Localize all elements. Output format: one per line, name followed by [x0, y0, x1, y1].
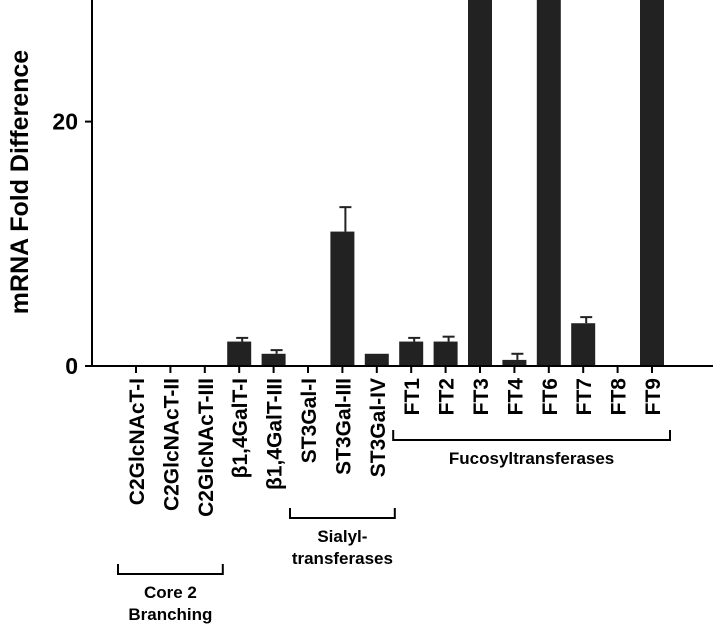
x-tick-label: FT3	[470, 378, 493, 415]
x-tick-label: β1,4GalT-III	[264, 378, 287, 490]
x-tick-label: FT8	[608, 378, 631, 416]
y-axis: 020406080100120140	[52, 0, 93, 379]
x-tick-label: ST3Gal-I	[298, 378, 321, 463]
y-tick-label: 20	[52, 109, 78, 135]
x-tick-label: FT6	[539, 378, 562, 415]
x-tick-label: FT7	[573, 378, 596, 415]
x-tick-label: FT2	[436, 378, 459, 415]
x-tick-label: FT9	[642, 378, 665, 415]
bar-FT3	[468, 0, 492, 366]
x-axis: C2GlcNAcT-I C2GlcNAcT-II C2GlcNAcT-III β1,4…	[92, 365, 713, 517]
x-tick-label: C2GlcNAcT-III	[195, 378, 218, 517]
bar-ST3Gal-III	[330, 231, 355, 366]
group-bracket	[117, 564, 224, 575]
bar-FT4	[502, 359, 527, 366]
group-label: transferases	[292, 549, 393, 568]
group-label: Branching	[128, 605, 212, 624]
bar-β1,4GalT-III	[261, 353, 286, 366]
x-tick-label: C2GlcNAcT-II	[160, 378, 183, 511]
y-axis-label: mRNA Fold Difference	[6, 50, 34, 314]
group-label: Fucosyltransferases	[449, 449, 614, 468]
group-bracket	[289, 508, 396, 519]
bar-FT7	[571, 323, 596, 366]
x-tick-label: FT4	[504, 378, 527, 416]
group-brackets: Core 2 Branching Sialyl-transferases Fucosy…	[117, 430, 671, 624]
group-label: Sialyl-	[317, 527, 367, 546]
x-tick-label: FT1	[401, 378, 424, 416]
bar-ST3Gal-IV	[364, 353, 389, 366]
bar-FT9	[640, 0, 664, 366]
y-tick-label: 0	[65, 353, 78, 379]
x-tick-label: C2GlcNAcT-I	[126, 378, 149, 505]
bars	[227, 0, 664, 366]
bar-β1,4GalT-I	[227, 341, 252, 366]
group-bracket	[392, 430, 671, 441]
bar-FT6	[536, 0, 561, 366]
x-tick-label: ST3Gal-III	[332, 378, 355, 475]
x-tick-label: ST3Gal-IV	[367, 378, 390, 477]
x-tick-label: β1,4GalT-I	[229, 378, 252, 478]
group-label: Core 2	[144, 583, 197, 602]
bar-FT1	[399, 341, 424, 366]
bar-FT2	[433, 341, 458, 366]
